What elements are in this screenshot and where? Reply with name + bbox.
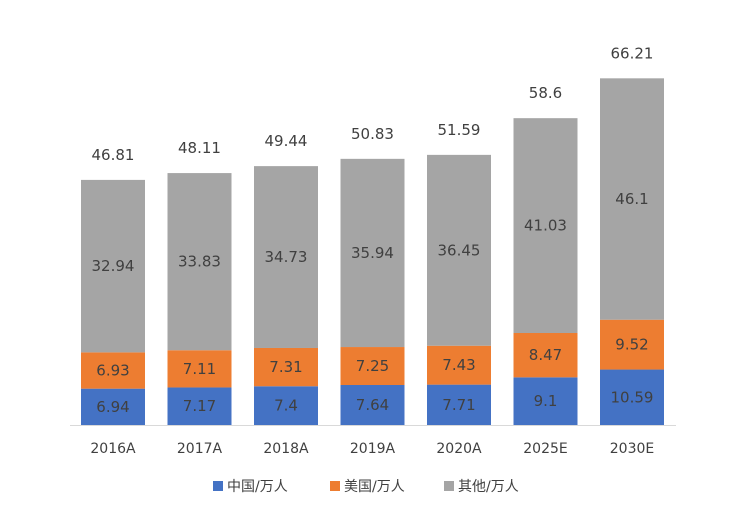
data-label-3-2016A: 32.94	[92, 257, 135, 275]
bar-segment-3-2025E	[513, 118, 578, 334]
legend-label-3: 其他/万人	[458, 479, 519, 495]
bar-segment-1-2025E	[513, 377, 578, 425]
data-label-2-2025E: 8.47	[529, 346, 562, 364]
legend-swatch-3	[444, 481, 454, 491]
bar-segment-3-2020A	[427, 154, 491, 346]
data-label-1-2017A: 7.17	[183, 397, 216, 415]
bar-segment-2-2030E	[600, 319, 664, 370]
data-label-3-2018A: 34.73	[265, 248, 308, 266]
data-label-1-2018A: 7.4	[274, 397, 298, 415]
bar-segment-3-2019A	[340, 158, 405, 348]
data-label-2-2020A: 7.43	[442, 356, 475, 374]
data-label-1-2019A: 7.64	[356, 396, 389, 414]
bar-segment-3-2017A	[167, 173, 232, 351]
bar-segment-1-2030E	[600, 369, 664, 425]
x-tick-label-2016A: 2016A	[90, 441, 136, 457]
data-label-2-2017A: 7.11	[183, 360, 216, 378]
legend-label-1: 中国/万人	[227, 479, 288, 495]
data-label-3-2017A: 33.83	[178, 253, 221, 271]
total-label-2030E: 66.21	[611, 44, 654, 62]
data-label-3-2025E: 41.03	[524, 217, 567, 235]
data-label-1-2016A: 6.94	[96, 398, 129, 416]
x-tick-label-2020A: 2020A	[436, 441, 482, 457]
data-label-2-2016A: 6.93	[96, 362, 129, 380]
data-label-2-2019A: 7.25	[356, 357, 389, 375]
legend-swatch-1	[213, 481, 223, 491]
x-tick-label-2019A: 2019A	[350, 441, 396, 457]
legend-swatch-2	[330, 481, 340, 491]
total-label-2018A: 49.44	[265, 132, 308, 150]
bar-segment-2-2025E	[513, 333, 578, 378]
total-label-2016A: 46.81	[92, 146, 135, 164]
total-label-2019A: 50.83	[351, 125, 394, 143]
x-tick-label-2018A: 2018A	[263, 441, 309, 457]
data-label-3-2020A: 36.45	[438, 241, 481, 259]
data-label-1-2020A: 7.71	[442, 396, 475, 414]
bar-segment-2-2016A	[81, 352, 145, 389]
bar-segment-1-2019A	[340, 384, 405, 425]
bar-segment-2-2019A	[340, 347, 405, 385]
bar-segment-1-2020A	[427, 384, 491, 425]
bar-segment-3-2030E	[600, 78, 664, 320]
data-label-1-2025E: 9.1	[534, 392, 558, 410]
data-label-2-2018A: 7.31	[269, 358, 302, 376]
data-label-3-2019A: 35.94	[351, 244, 394, 262]
bar-segment-2-2020A	[427, 345, 491, 385]
bar-segment-1-2016A	[81, 388, 145, 425]
bar-segment-3-2018A	[254, 166, 318, 348]
data-label-2-2030E: 9.52	[615, 336, 648, 354]
bar-segment-1-2017A	[167, 387, 232, 425]
total-label-2017A: 48.11	[178, 139, 221, 157]
data-label-1-2030E: 10.59	[611, 388, 654, 406]
legend-label-2: 美国/万人	[344, 479, 405, 495]
data-label-3-2030E: 46.1	[615, 190, 648, 208]
x-tick-label-2025E: 2025E	[523, 441, 567, 457]
bar-segment-2-2017A	[167, 350, 232, 388]
bar-segment-1-2018A	[254, 386, 318, 425]
x-tick-label-2017A: 2017A	[177, 441, 223, 457]
total-label-2020A: 51.59	[438, 121, 481, 139]
bar-segment-2-2018A	[254, 347, 318, 387]
bar-segment-3-2016A	[81, 179, 145, 353]
total-label-2025E: 58.6	[529, 84, 562, 102]
x-tick-label-2030E: 2030E	[610, 441, 654, 457]
